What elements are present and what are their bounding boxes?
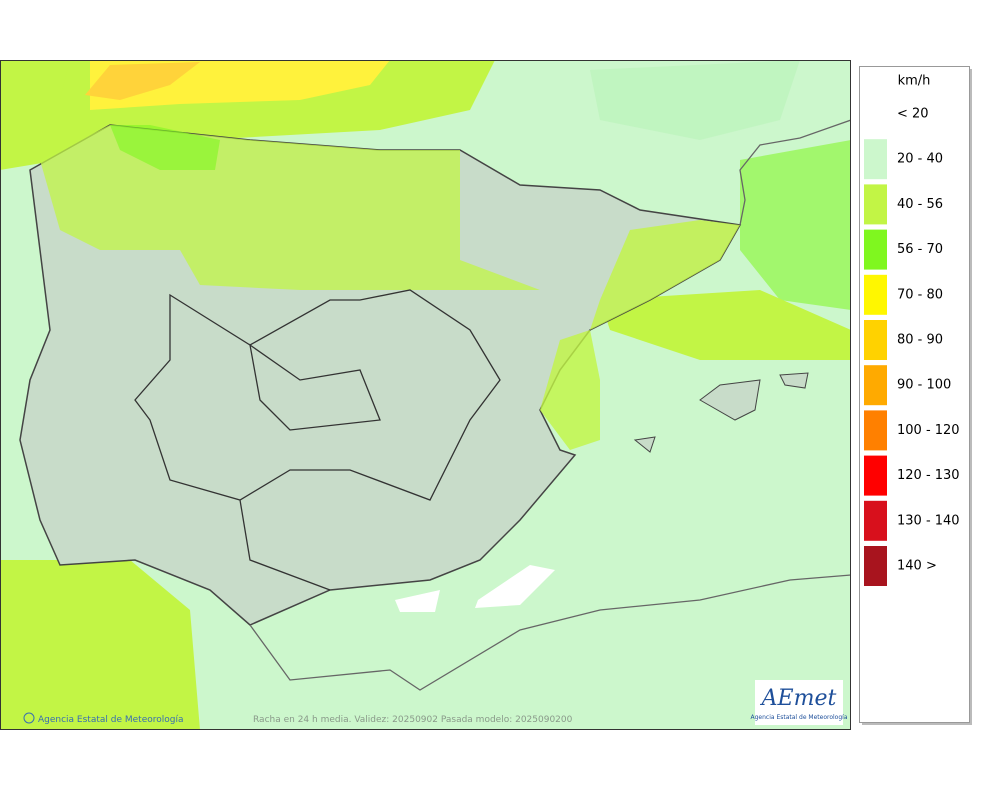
wind-zone: [0, 60, 70, 140]
legend-swatch: [864, 500, 887, 541]
legend-swatch: [864, 365, 887, 406]
legend-label: 130 - 140: [897, 513, 960, 528]
legend-unit: km/h: [898, 74, 931, 89]
wind-zone: [590, 60, 800, 140]
legend-swatch: [864, 455, 887, 496]
legend-label: 40 - 56: [897, 197, 943, 212]
caption: Racha en 24 h media. Validez: 20250902 P…: [253, 715, 573, 725]
legend-label: 20 - 40: [897, 152, 943, 167]
legend-label: < 20: [897, 107, 929, 122]
legend-label: 120 - 130: [897, 468, 960, 483]
legend-swatch: [864, 229, 887, 270]
map: Agencia Estatal de Meteorología Racha en…: [0, 60, 851, 730]
legend-swatch: [864, 546, 887, 586]
logo-subtitle: Agencia Estatal de Meteorología: [751, 714, 848, 721]
wind-zone: [590, 220, 740, 330]
wind-zone: [740, 140, 851, 310]
wind-zone: [0, 560, 200, 730]
legend-label: 80 - 90: [897, 333, 943, 348]
africa-coast: [249, 574, 851, 691]
legend-label: 70 - 80: [897, 287, 943, 302]
copyright-icon: [23, 712, 35, 724]
islands: [633, 372, 809, 453]
map-frame: [0, 60, 851, 730]
logo: AEmet: [760, 686, 837, 711]
legend-label: 56 - 70: [897, 242, 943, 257]
legend-label: 90 - 100: [897, 378, 951, 393]
wind-zone: [110, 125, 220, 170]
france-coast: [739, 119, 851, 226]
legend-swatch: [864, 320, 887, 360]
legend-swatch: [864, 410, 887, 451]
wind-zone: [85, 62, 200, 100]
wind-zone: [540, 330, 600, 450]
wind-zone: [600, 290, 851, 360]
legend-label: 140 >: [897, 559, 937, 574]
legend-label: 100 - 120: [897, 423, 960, 438]
legend-swatch: [864, 139, 887, 180]
credit: Agencia Estatal de Meteorología: [38, 715, 184, 725]
legend-swatch: [864, 274, 887, 315]
logo-box: [755, 680, 843, 725]
legend-swatch: [864, 184, 887, 225]
calm-zone: [395, 565, 555, 612]
borders: [134, 289, 501, 591]
